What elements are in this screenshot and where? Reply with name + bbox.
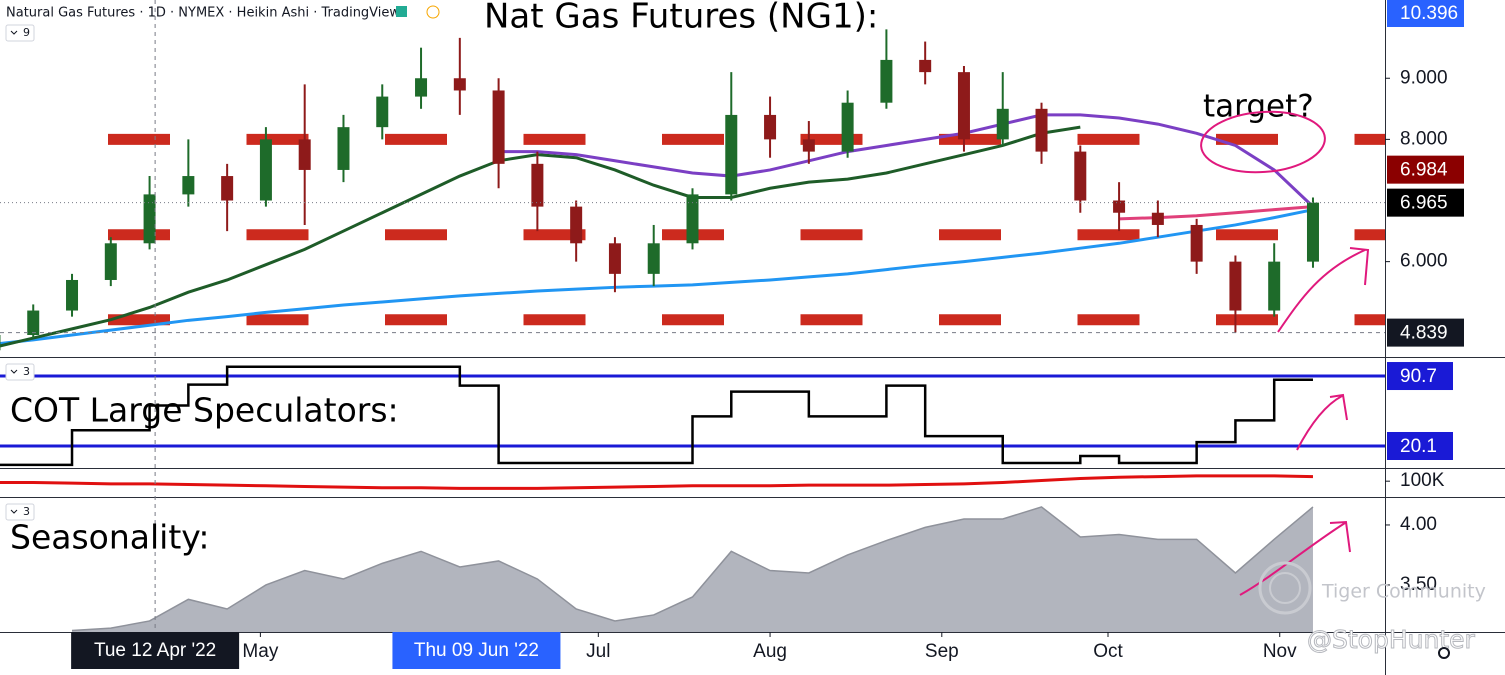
hand-drawing — [1200, 110, 1370, 596]
candle-body — [996, 108, 1009, 140]
candle-body — [259, 139, 272, 201]
candle-body — [66, 279, 79, 311]
y-tick-label: 100K — [1400, 470, 1445, 491]
price-label: 4.839 — [1400, 323, 1448, 344]
x-tick-label: Oct — [1093, 641, 1123, 662]
x-tick-label: May — [242, 641, 278, 662]
crosshair-date-box — [71, 632, 240, 669]
candle-body — [376, 96, 389, 128]
price-pane — [0, 29, 1385, 351]
y-tick-label: 8.000 — [1400, 128, 1448, 149]
chevron-icon — [10, 509, 18, 514]
moving-average — [498, 113, 1315, 208]
y-tick-label: 3.50 — [1400, 574, 1437, 595]
seasonality-pane — [71, 506, 1314, 632]
x-tick-label: Sep — [925, 641, 959, 662]
candle-body — [647, 243, 660, 274]
chevron-icon — [10, 30, 18, 35]
candle-body — [182, 176, 195, 195]
x-tick-label: Aug — [753, 641, 787, 662]
candle-body — [608, 243, 621, 274]
moving-average — [1119, 205, 1314, 221]
candle-body — [686, 194, 699, 244]
chart-title: Nat Gas Futures (NG1): — [484, 0, 878, 37]
price-label-box — [1387, 431, 1453, 460]
candle-body — [221, 176, 234, 201]
annotation: target? — [1203, 89, 1314, 125]
settings-icon[interactable] — [1438, 647, 1450, 659]
watermark: Tiger Community @StopHunter — [1258, 561, 1486, 655]
price-label: 10.396 — [1400, 3, 1458, 24]
pane-toggle[interactable] — [5, 503, 35, 521]
candle-body — [1113, 200, 1126, 213]
price-label-box — [1387, 155, 1464, 184]
candle-body — [1268, 261, 1281, 311]
x-tick-label: Jul — [586, 641, 610, 662]
candle-body — [1306, 202, 1319, 262]
candle-body — [802, 139, 815, 152]
candle-body — [143, 194, 156, 244]
area-fill — [72, 506, 1313, 632]
candle-body — [1190, 224, 1203, 262]
status-icon — [396, 6, 407, 17]
candle-body — [570, 206, 583, 244]
y-tick-label: 9.000 — [1400, 67, 1448, 88]
pane-toggle[interactable] — [5, 24, 35, 42]
oi-pane — [0, 474, 1314, 490]
candle-body — [453, 78, 466, 91]
x-tick-label: Nov — [1263, 641, 1297, 662]
candle-body — [764, 114, 777, 140]
candle-body — [415, 78, 428, 97]
price-label: 20.1 — [1400, 436, 1437, 457]
price-label-box — [1387, 0, 1464, 27]
data-line — [0, 365, 1313, 467]
candle-body — [337, 127, 350, 170]
crosshair-date: Thu 09 Jun '22 — [414, 640, 539, 661]
candle-body — [841, 102, 854, 152]
candle-body — [880, 59, 893, 103]
candle-body — [531, 163, 544, 207]
y-tick-label: 6.000 — [1400, 251, 1448, 272]
chevron-icon — [10, 369, 18, 374]
chart-subtitle: Natural Gas Futures · 1D · NYMEX · Heiki… — [6, 6, 400, 21]
data-line — [0, 474, 1314, 490]
candle-body — [492, 90, 505, 164]
candle-body — [1151, 212, 1164, 225]
price-label-box — [1387, 362, 1453, 391]
pane-title: Seasonality: — [10, 518, 210, 557]
candle-body — [27, 310, 40, 335]
watermark-text: @StopHunter — [1307, 625, 1476, 654]
candle-body — [298, 139, 311, 170]
price-label-box — [1387, 318, 1464, 347]
candle-body — [957, 72, 970, 140]
cot-pane — [0, 365, 1385, 467]
crosshair-date: Tue 12 Apr '22 — [94, 640, 216, 661]
candle-body — [104, 243, 117, 280]
pane-count: 3 — [23, 505, 30, 518]
y-tick-label: 4.00 — [1400, 514, 1437, 535]
candle-body — [1035, 108, 1048, 152]
crosshair-date-box — [392, 632, 561, 669]
pane-count: 9 — [23, 26, 30, 39]
candle-body — [1074, 151, 1087, 201]
candle-body — [1229, 261, 1242, 311]
price-label: 6.965 — [1400, 193, 1448, 214]
area-line — [71, 506, 1314, 632]
candle-body — [725, 114, 738, 195]
candle-body — [919, 59, 932, 73]
pane-count: 3 — [23, 365, 30, 378]
watermark-text: Tiger Community — [1321, 581, 1486, 603]
price-label: 90.7 — [1400, 366, 1437, 387]
price-label-box — [1387, 188, 1464, 217]
status-icon — [426, 5, 440, 19]
price-label: 6.984 — [1400, 160, 1448, 181]
pane-toggle[interactable] — [5, 363, 35, 381]
pane-title: COT Large Speculators: — [10, 391, 399, 430]
overlay: 9.000 8.000 6.000 10.396 6.984 6.965 4.839 9 90.… — [0, 0, 1464, 669]
